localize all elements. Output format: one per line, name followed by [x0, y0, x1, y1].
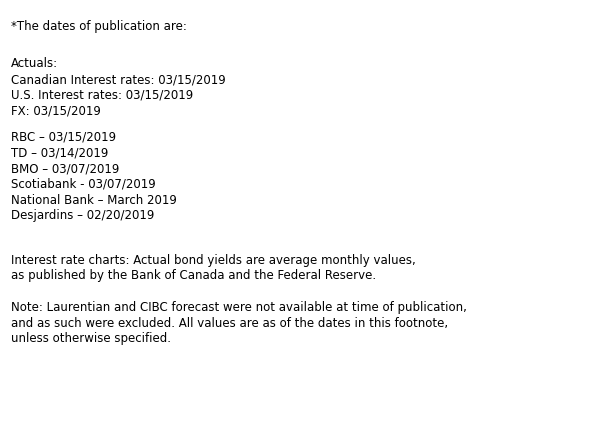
Text: unless otherwise specified.: unless otherwise specified.: [11, 332, 171, 345]
Text: U.S. Interest rates: 03/15/2019: U.S. Interest rates: 03/15/2019: [11, 89, 193, 102]
Text: BMO – 03/07/2019: BMO – 03/07/2019: [11, 162, 119, 175]
Text: Actuals:: Actuals:: [11, 57, 58, 70]
Text: Scotiabank - 03/07/2019: Scotiabank - 03/07/2019: [11, 178, 155, 191]
Text: *The dates of publication are:: *The dates of publication are:: [11, 20, 187, 33]
Text: Note: Laurentian and CIBC forecast were not available at time of publication,: Note: Laurentian and CIBC forecast were …: [11, 301, 467, 314]
Text: TD – 03/14/2019: TD – 03/14/2019: [11, 146, 108, 160]
Text: Interest rate charts: Actual bond yields are average monthly values,: Interest rate charts: Actual bond yields…: [11, 254, 416, 267]
Text: Canadian Interest rates: 03/15/2019: Canadian Interest rates: 03/15/2019: [11, 73, 226, 86]
Text: FX: 03/15/2019: FX: 03/15/2019: [11, 105, 101, 118]
Text: RBC – 03/15/2019: RBC – 03/15/2019: [11, 131, 116, 144]
Text: and as such were excluded. All values are as of the dates in this footnote,: and as such were excluded. All values ar…: [11, 317, 448, 330]
Text: National Bank – March 2019: National Bank – March 2019: [11, 194, 176, 207]
Text: as published by the Bank of Canada and the Federal Reserve.: as published by the Bank of Canada and t…: [11, 269, 376, 283]
Text: Desjardins – 02/20/2019: Desjardins – 02/20/2019: [11, 209, 154, 222]
